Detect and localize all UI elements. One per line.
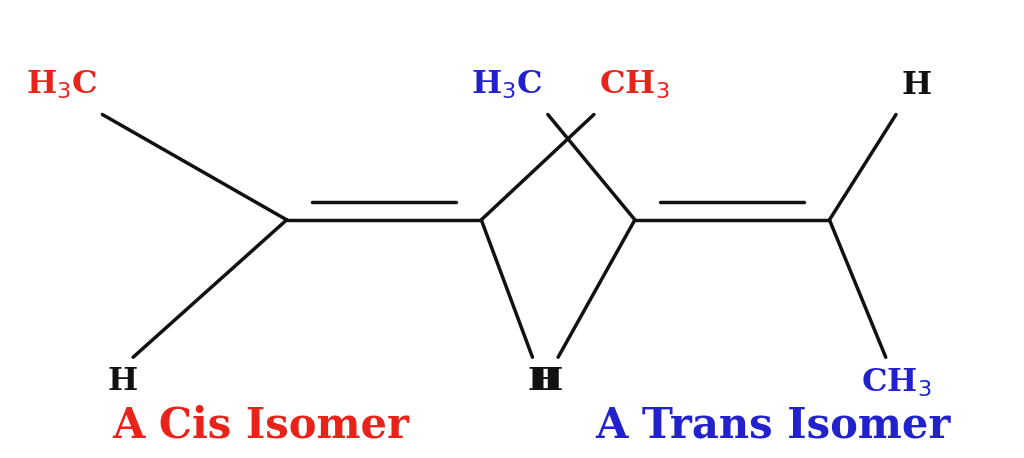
Text: H$_3$C: H$_3$C	[26, 68, 97, 101]
Text: H$_3$C: H$_3$C	[471, 68, 543, 101]
Text: A Trans Isomer: A Trans Isomer	[595, 405, 951, 447]
Text: H: H	[901, 70, 932, 101]
Text: H: H	[108, 366, 138, 398]
Text: A Cis Isomer: A Cis Isomer	[113, 405, 410, 447]
Text: CH$_3$: CH$_3$	[861, 366, 931, 399]
Text: H: H	[532, 366, 563, 398]
Text: CH$_3$: CH$_3$	[599, 68, 670, 101]
Text: H: H	[527, 366, 558, 398]
